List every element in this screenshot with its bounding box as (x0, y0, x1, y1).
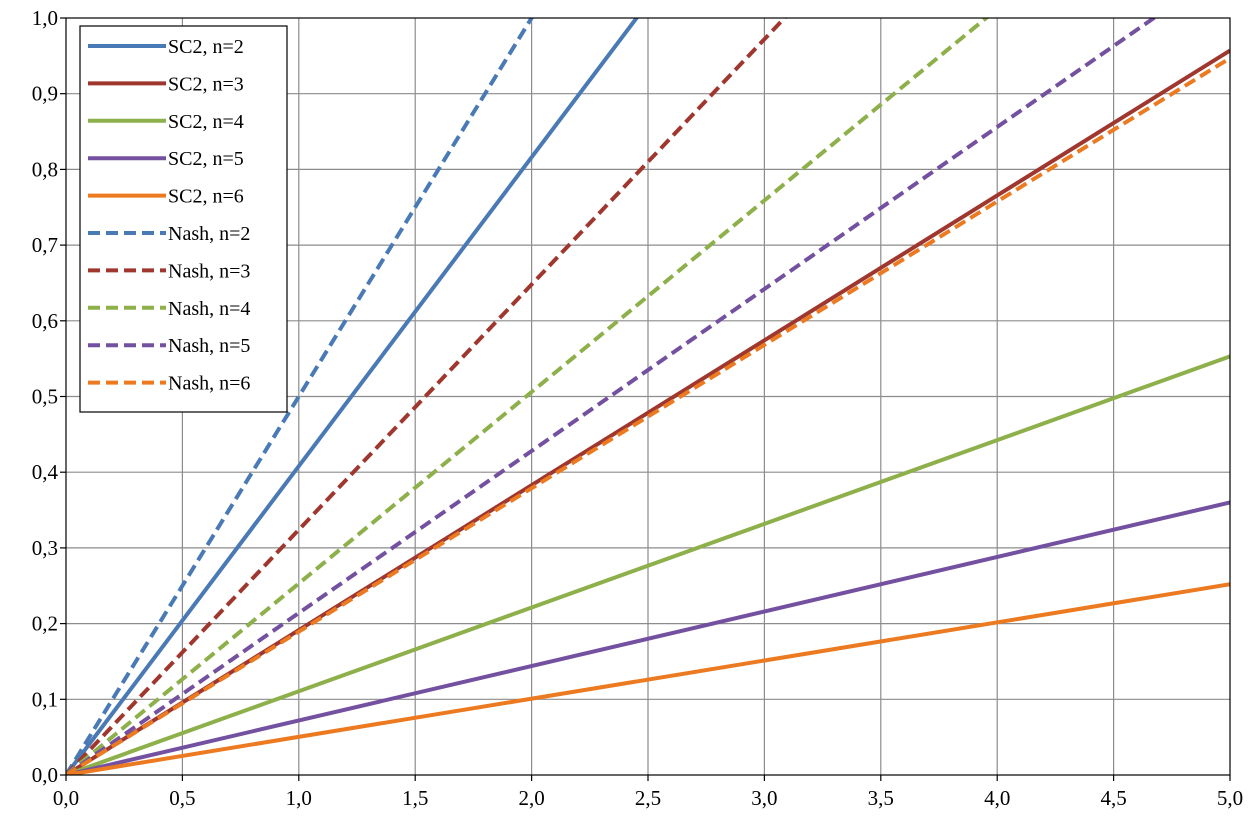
y-tick-label: 0,1 (32, 687, 58, 711)
legend-label: Nash, n=6 (168, 373, 250, 395)
x-tick-label: 1,5 (402, 786, 428, 810)
y-tick-label: 0,8 (32, 157, 58, 181)
y-tick-label: 0,9 (32, 82, 58, 106)
legend-label: Nash, n=3 (168, 260, 250, 282)
series-line-10 (66, 56, 1230, 775)
x-tick-label: 0,0 (53, 786, 79, 810)
legend-box (79, 25, 288, 413)
series-line-1 (66, 18, 640, 775)
legend-label: SC2, n=2 (168, 36, 244, 58)
x-tick-label: 4,5 (1100, 786, 1126, 810)
y-tick-label: 0,2 (32, 612, 58, 636)
legend-label: Nash, n=2 (168, 223, 250, 245)
y-tick-label: 1,0 (32, 6, 58, 30)
legend-label: SC2, n=5 (168, 148, 244, 170)
x-tick-label: 3,5 (868, 786, 894, 810)
series-line-9 (66, 18, 1158, 775)
legend-label: Nash, n=4 (168, 298, 250, 320)
series-line-7 (66, 18, 788, 775)
x-tick-label: 2,0 (518, 786, 544, 810)
x-tick-label: 2,5 (635, 786, 661, 810)
legend-label: SC2, n=3 (168, 73, 244, 95)
legend-label: SC2, n=4 (168, 111, 244, 133)
y-tick-label: 0,6 (32, 309, 58, 333)
legend-label: SC2, n=6 (168, 186, 244, 208)
series-line-6 (66, 18, 534, 775)
x-tick-label: 5,0 (1217, 786, 1243, 810)
legend: SC2, n=2 SC2, n=3 SC2, n=4 SC2, n=5 SC2, n=6… (79, 25, 288, 413)
legend-label: Nash, n=5 (168, 335, 250, 357)
series-lines (66, 18, 1230, 775)
x-axis-ticks: 0,0 0,5 1,0 1,5 2,0 2,5 3,0 3,5 4,0 4,5 5,0 (53, 775, 1243, 810)
x-tick-label: 4,0 (984, 786, 1010, 810)
gridlines (66, 18, 1230, 775)
y-tick-label: 0,3 (32, 536, 58, 560)
x-tick-label: 1,0 (286, 786, 312, 810)
series-line-4 (66, 500, 1230, 775)
series-line-2 (66, 48, 1230, 775)
x-tick-label: 3,0 (751, 786, 777, 810)
y-tick-label: 0,0 (32, 763, 58, 787)
y-tick-label: 0,4 (32, 460, 59, 484)
x-tick-label: 0,5 (169, 786, 195, 810)
series-line-5 (66, 582, 1230, 775)
y-tick-label: 0,5 (32, 385, 58, 409)
y-axis-ticks: 0,0 0,1 0,2 0,3 0,4 0,5 0,6 0,7 0,8 0,9 1,0 (32, 6, 66, 787)
series-line-3 (66, 354, 1230, 775)
y-tick-label: 0,7 (32, 233, 58, 257)
